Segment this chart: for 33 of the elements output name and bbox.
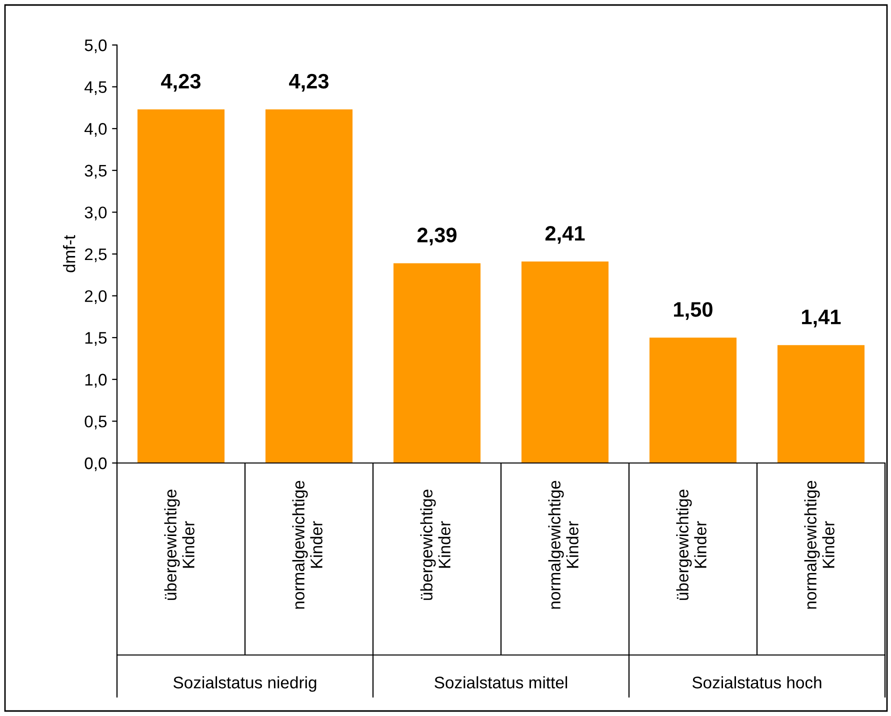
- x-tick-label: übergewichtige Kinder: [420, 490, 450, 600]
- data-label: 2,39: [417, 228, 457, 246]
- y-tick-label: 5,0: [84, 39, 107, 54]
- data-label: 2,41: [545, 226, 585, 244]
- text: Sozialstatus mittel: [434, 676, 568, 688]
- y-tick-label: 3,5: [84, 164, 107, 179]
- y-tick-label: 4,5: [84, 81, 107, 95]
- data-label: 1,41: [802, 310, 841, 328]
- y-tick-label: 4,0: [84, 123, 107, 137]
- text: Sozialstatus niedrig: [174, 676, 316, 692]
- x-tick-label: normalgewichtige Kinder: [804, 480, 834, 609]
- x-tick-label: normalgewichtige Kinder: [548, 480, 578, 609]
- bar: [521, 262, 609, 463]
- data-label: 1,50: [674, 302, 712, 320]
- bar: [265, 109, 353, 463]
- bar: [137, 109, 225, 463]
- bar: [393, 263, 481, 463]
- y-tick-label: 0,5: [84, 416, 107, 430]
- y-tick-label: 3,0: [84, 206, 107, 220]
- y-tick-label: 0,0: [84, 457, 107, 472]
- y-tick-label: 2,5: [84, 248, 107, 262]
- text: Sozialstatus hoch: [692, 676, 822, 688]
- data-label: 4,23: [161, 74, 201, 92]
- y-tick-label: 2,0: [84, 290, 107, 304]
- bar: [777, 345, 865, 463]
- data-label: 4,23: [289, 74, 329, 92]
- x-tick-label: übergewichtige Kinder: [676, 490, 706, 600]
- x-tick-label: übergewichtige Kinder: [164, 490, 194, 600]
- y-tick-label: 1,5: [85, 332, 107, 346]
- x-tick-label: normalgewichtige Kinder: [292, 480, 322, 609]
- y-axis-title: dmf-t: [63, 235, 76, 272]
- bar: [649, 338, 737, 463]
- y-tick-label: 1,0: [85, 374, 107, 388]
